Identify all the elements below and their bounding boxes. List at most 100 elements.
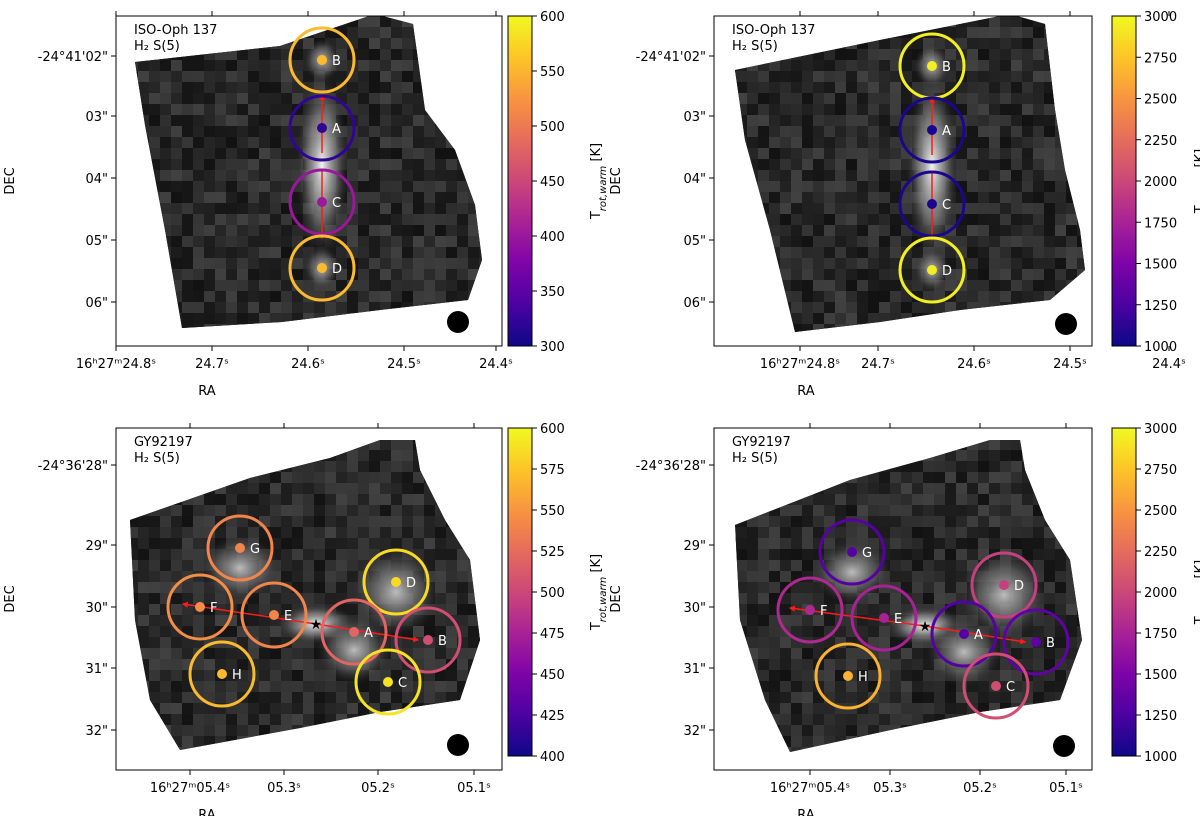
x-tick-label: 24.7ˢ	[861, 357, 895, 372]
panel-label-line: H₂ S(5)	[134, 451, 180, 466]
region-label: A	[974, 628, 983, 643]
x-axis-label: RA	[797, 384, 815, 399]
emission-glow	[296, 70, 348, 260]
y-tick-label: 05"	[85, 234, 108, 249]
region-circle	[776, 576, 844, 644]
region-label: F	[820, 604, 827, 619]
source-star-marker: ★	[310, 617, 323, 633]
colorbar-tick-label: 450	[540, 668, 565, 683]
colorbar-tick-label: 425	[540, 709, 565, 724]
region-dot	[927, 199, 937, 209]
beam-marker	[447, 311, 469, 333]
emission-glow	[926, 617, 1002, 687]
region-dot	[195, 602, 205, 612]
x-tick-label: 24.5ˢ	[387, 357, 421, 372]
region-circle	[362, 548, 430, 616]
region-circle	[394, 606, 462, 674]
y-tick-label: -24°36'28"	[38, 459, 108, 474]
colorbar-tick-label: 1000	[1144, 340, 1177, 355]
source-star-marker: ★	[919, 619, 932, 635]
region-label: G	[250, 542, 260, 557]
y-tick-label: 03"	[85, 110, 108, 125]
panel-label-source: GY92197	[134, 435, 193, 450]
y-tick-label: 04"	[683, 172, 706, 187]
colorbar-tick-label: 300	[540, 340, 565, 355]
region-dot	[879, 613, 889, 623]
emission-glow	[906, 72, 958, 262]
emission-map	[135, 16, 482, 328]
x-tick-label: 24.7ˢ	[195, 357, 229, 372]
panel-1: 16ʰ27ᵐ24.8ˢ 24.7ˢ 24.6ˢ 24.5ˢ 24.4ˢ -24°41'02…	[3, 10, 609, 399]
x-axis-label: RA	[797, 808, 815, 816]
colorbar-label: Trot,warm [K]	[589, 143, 609, 220]
y-tick-label: 05"	[683, 234, 706, 249]
region-circle	[288, 168, 356, 236]
colorbar-tick-label: 3000	[1144, 422, 1177, 437]
colorbar-tick-label: 600	[540, 10, 565, 25]
y-tick-label: -24°36'28"	[636, 459, 706, 474]
colorbar-tick-label: 1250	[1144, 709, 1177, 724]
y-axis-label: DEC	[609, 167, 624, 194]
region-dot	[927, 265, 937, 275]
region-label: B	[1046, 636, 1055, 651]
region-label: A	[942, 124, 951, 139]
region-label: G	[862, 546, 872, 561]
colorbar-tick-label: 2000	[1144, 586, 1177, 601]
region-label: E	[284, 609, 292, 624]
x-tick-label: 24.6ˢ	[291, 357, 325, 372]
emission-glow	[200, 536, 280, 600]
region-dot	[349, 627, 359, 637]
x-tick-label: 24.4ˢ	[1152, 357, 1186, 372]
colorbar-tick-label: 575	[540, 463, 565, 478]
region-circle	[166, 573, 234, 641]
x-tick-label: 16ʰ27ᵐ05.4ˢ	[150, 781, 230, 796]
region-label: B	[332, 54, 341, 69]
y-tick-label: 29"	[683, 539, 706, 554]
x-tick-label: 24.5ˢ	[1053, 357, 1087, 372]
region-label: H	[232, 668, 242, 683]
panel-label-line: H₂ S(5)	[732, 451, 778, 466]
region-dot	[999, 580, 1009, 590]
region-label: B	[942, 60, 951, 75]
panel-2: 16ʰ27ᵐ24.8ˢ 24.7ˢ 24.6ˢ 24.5ˢ 24.4ˢ -24°41'02…	[609, 10, 1200, 399]
outflow-arrow	[924, 625, 1027, 645]
region-label: C	[398, 676, 407, 691]
region-circle	[962, 652, 1030, 720]
axes-frame	[115, 427, 503, 771]
emission-glow	[959, 550, 1049, 640]
x-tick-label: 05.1ˢ	[457, 781, 491, 796]
region-label: C	[332, 196, 341, 211]
y-tick-label: 31"	[85, 662, 108, 677]
x-tick-label: 05.2ˢ	[963, 781, 997, 796]
beam-marker	[1055, 313, 1077, 335]
y-tick-label: 31"	[683, 662, 706, 677]
region-dot	[383, 677, 393, 687]
region-label: A	[364, 626, 373, 641]
colorbar-tick-label: 500	[540, 120, 565, 135]
region-label: D	[942, 264, 952, 279]
colorbar-label: Trot,hot [K]	[1193, 560, 1200, 625]
colorbar-tick-label: 3000	[1144, 10, 1177, 25]
colorbar	[507, 427, 533, 757]
region-circle	[850, 584, 918, 652]
region-dot	[927, 61, 937, 71]
region-label: A	[332, 122, 341, 137]
region-circle	[206, 514, 274, 582]
colorbar-tick-label: 1250	[1144, 299, 1177, 314]
region-circle	[288, 94, 356, 162]
colorbar-tick-label: 450	[540, 175, 565, 190]
region-dot	[217, 669, 227, 679]
panel-label-source: GY92197	[732, 435, 791, 450]
beam-marker	[447, 734, 469, 756]
y-tick-label: 30"	[85, 601, 108, 616]
colorbar-tick-label: 1500	[1144, 258, 1177, 273]
region-circle	[320, 598, 388, 666]
x-axis-label: RA	[198, 808, 216, 816]
region-label: C	[942, 198, 951, 213]
colorbar-tick-label: 2000	[1144, 175, 1177, 190]
region-circle	[970, 551, 1038, 619]
region-label: D	[332, 262, 342, 277]
y-tick-label: 32"	[85, 724, 108, 739]
panel-3: 16ʰ27ᵐ05.4ˢ 05.3ˢ 05.2ˢ 05.1ˢ -24°36'28" 29" 3…	[3, 422, 609, 816]
colorbar-tick-label: 500	[540, 586, 565, 601]
